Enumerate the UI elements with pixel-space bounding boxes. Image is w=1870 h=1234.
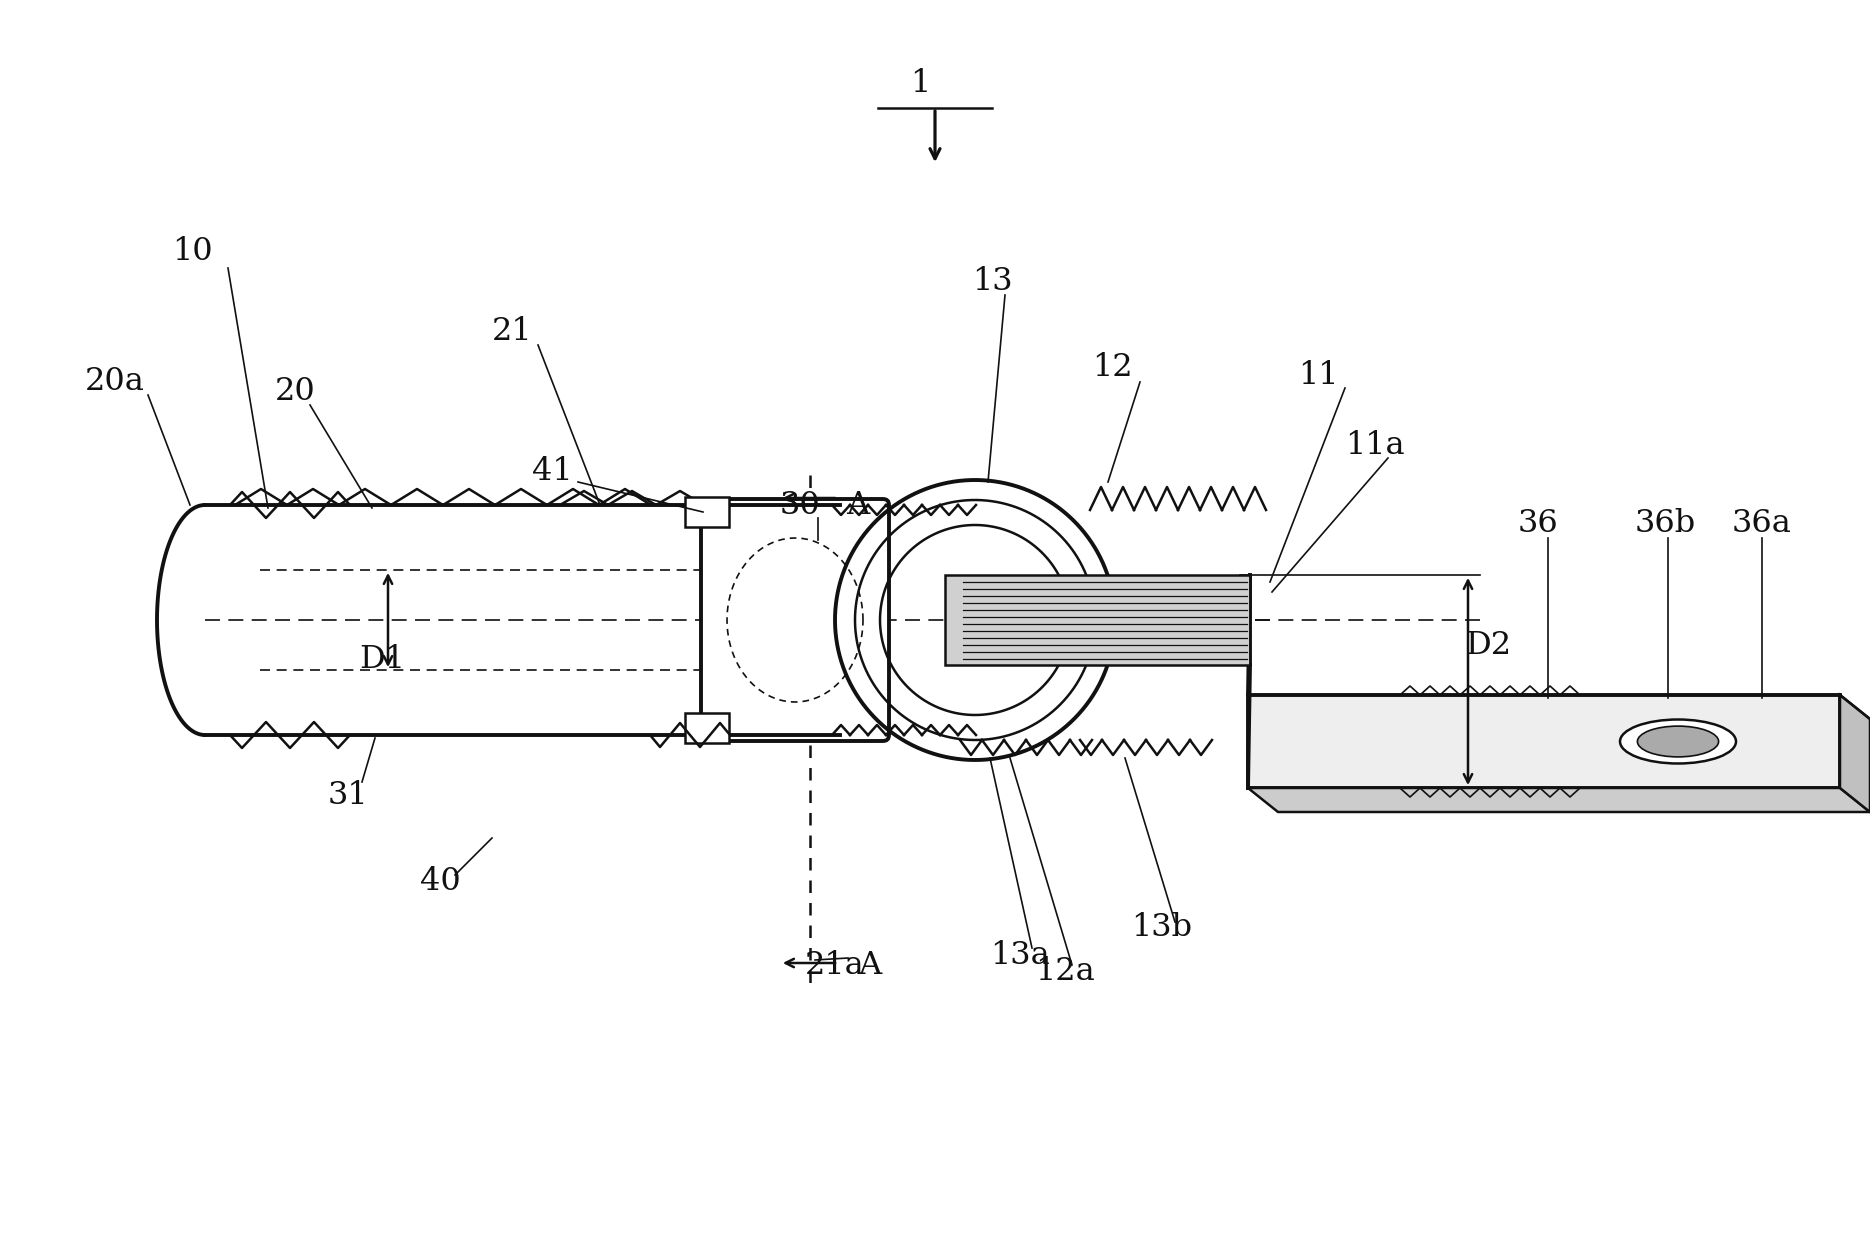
Text: 36: 36 xyxy=(1518,508,1558,539)
Text: 13b: 13b xyxy=(1131,912,1193,944)
Text: 41: 41 xyxy=(531,457,572,487)
Polygon shape xyxy=(684,497,729,527)
Text: 20a: 20a xyxy=(84,366,146,397)
Text: 11a: 11a xyxy=(1345,429,1404,460)
Text: A: A xyxy=(847,490,870,521)
Polygon shape xyxy=(944,575,1249,665)
Polygon shape xyxy=(1840,695,1870,812)
Text: 1: 1 xyxy=(911,68,929,99)
Text: 36b: 36b xyxy=(1634,508,1696,539)
Text: 36a: 36a xyxy=(1732,508,1791,539)
Text: 11: 11 xyxy=(1298,359,1339,390)
Polygon shape xyxy=(1247,695,1840,789)
Text: 13: 13 xyxy=(972,267,1012,297)
Text: 12: 12 xyxy=(1092,353,1133,384)
Text: D1: D1 xyxy=(359,644,406,675)
Text: D2: D2 xyxy=(1464,629,1511,660)
FancyBboxPatch shape xyxy=(701,499,888,740)
Text: 30: 30 xyxy=(780,490,821,521)
Polygon shape xyxy=(684,713,729,743)
Text: 31: 31 xyxy=(327,780,368,811)
Text: 40: 40 xyxy=(419,866,460,897)
Text: 10: 10 xyxy=(172,237,213,268)
Ellipse shape xyxy=(1638,726,1719,756)
Text: A: A xyxy=(858,949,881,981)
Text: 20: 20 xyxy=(275,376,316,407)
Ellipse shape xyxy=(1619,719,1735,764)
Polygon shape xyxy=(1247,789,1870,812)
Text: 21a: 21a xyxy=(806,950,864,981)
Text: 12a: 12a xyxy=(1036,956,1094,987)
Text: 13a: 13a xyxy=(989,939,1049,970)
Text: 21: 21 xyxy=(492,316,533,348)
